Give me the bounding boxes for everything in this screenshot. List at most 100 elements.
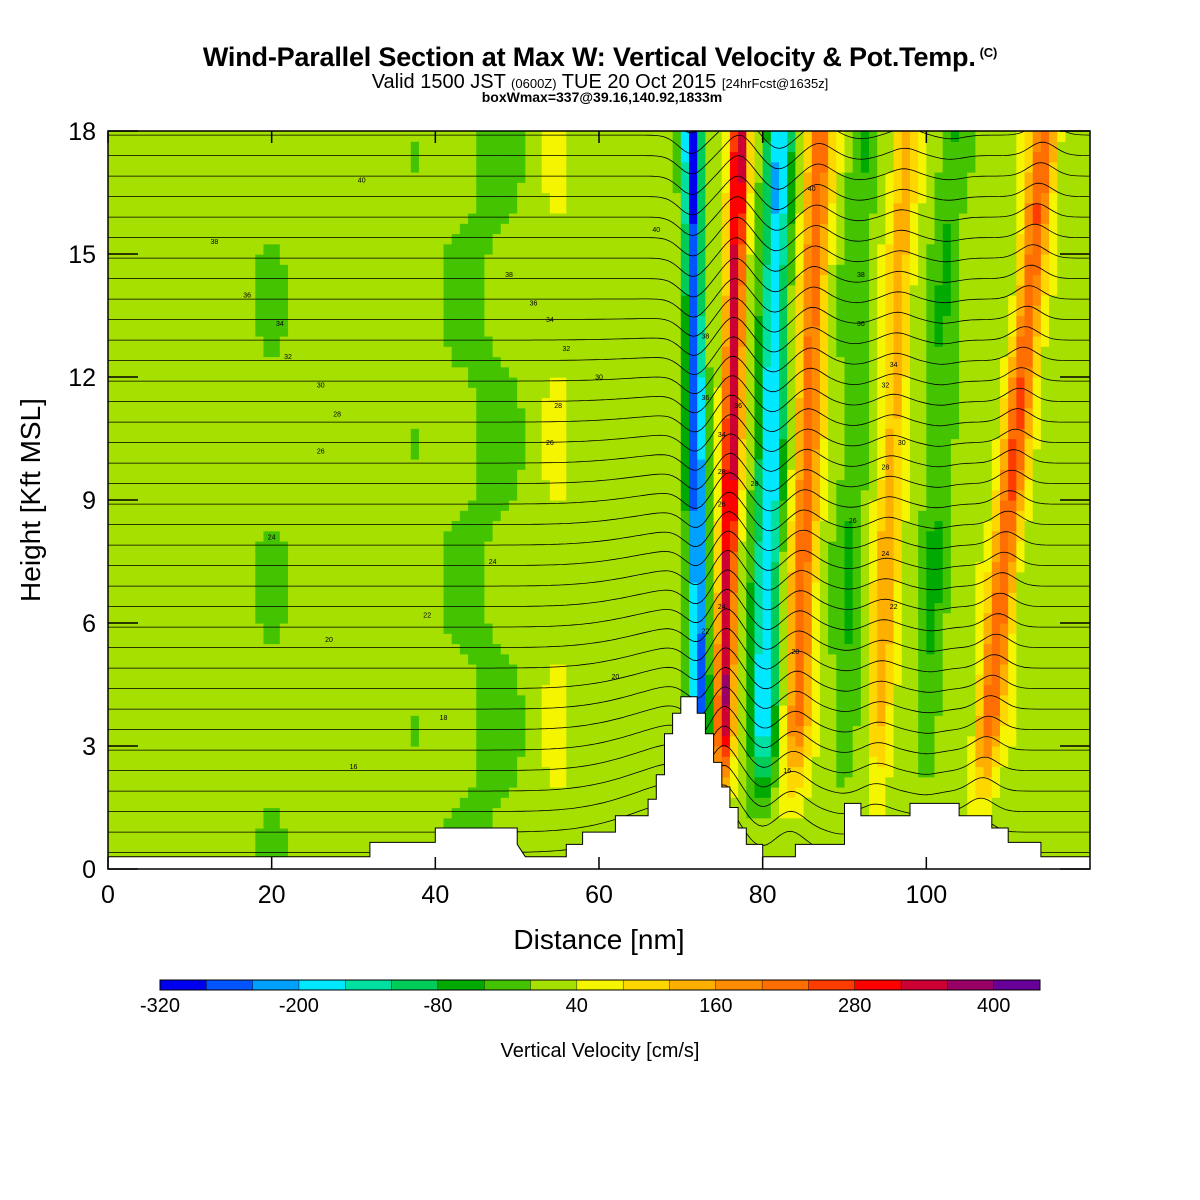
velocity-cell <box>238 551 248 563</box>
velocity-cell <box>312 807 322 819</box>
velocity-cell <box>255 315 265 327</box>
velocity-cell <box>132 684 142 696</box>
velocity-cell <box>517 397 526 409</box>
velocity-cell <box>198 551 207 563</box>
velocity-cell <box>615 418 625 429</box>
velocity-cell <box>533 479 543 491</box>
velocity-cell <box>468 807 477 819</box>
velocity-cell <box>320 161 330 173</box>
velocity-cell <box>402 602 412 614</box>
velocity-cell <box>394 284 404 296</box>
velocity-cell <box>476 223 486 235</box>
velocity-cell <box>189 828 199 839</box>
velocity-cell <box>116 705 125 716</box>
velocity-cell <box>328 295 338 306</box>
velocity-cell <box>181 459 191 470</box>
velocity-cell <box>582 243 592 255</box>
velocity-cell <box>165 192 175 204</box>
velocity-cell <box>337 161 346 173</box>
velocity-cell <box>189 530 199 542</box>
velocity-cell <box>435 346 445 358</box>
velocity-cell <box>263 787 273 798</box>
velocity-cell <box>476 459 486 470</box>
velocity-cell <box>459 223 469 235</box>
velocity-cell <box>418 264 428 276</box>
velocity-cell <box>623 274 633 286</box>
velocity-cell <box>361 407 371 419</box>
velocity-cell <box>173 592 183 604</box>
velocity-cell <box>451 664 461 675</box>
velocity-cell <box>599 346 608 358</box>
velocity-cell <box>132 182 142 194</box>
velocity-cell <box>484 397 494 409</box>
velocity-cell <box>345 243 355 255</box>
velocity-cell <box>247 797 256 809</box>
velocity-cell <box>541 479 551 491</box>
velocity-cell <box>361 151 371 163</box>
velocity-cell <box>312 182 322 194</box>
velocity-cell <box>533 448 543 460</box>
velocity-cell <box>451 387 461 399</box>
velocity-cell <box>230 817 240 829</box>
velocity-cell <box>525 346 535 358</box>
velocity-cell <box>590 274 600 286</box>
velocity-cell <box>459 787 469 798</box>
velocity-cell <box>140 664 150 675</box>
velocity-cell <box>500 182 510 194</box>
velocity-cell <box>296 284 305 296</box>
velocity-cell <box>181 797 191 809</box>
velocity-cell <box>623 787 633 798</box>
velocity-cell <box>173 407 183 419</box>
velocity-cell <box>288 223 297 235</box>
velocity-cell <box>517 141 526 153</box>
velocity-cell <box>238 438 248 450</box>
velocity-cell <box>279 817 289 829</box>
velocity-cell <box>320 407 330 419</box>
velocity-cell <box>116 582 125 593</box>
velocity-cell <box>124 848 134 860</box>
velocity-cell <box>402 151 412 163</box>
velocity-cell <box>558 694 567 706</box>
velocity-cell <box>271 602 281 614</box>
velocity-cell <box>566 489 576 501</box>
velocity-cell <box>255 151 265 163</box>
velocity-cell <box>378 653 387 665</box>
velocity-cell <box>459 817 469 829</box>
velocity-cell <box>361 838 371 850</box>
velocity-cell <box>615 213 625 224</box>
velocity-cell <box>484 551 494 563</box>
velocity-cell <box>222 295 232 306</box>
velocity-cell <box>517 807 526 819</box>
velocity-cell <box>247 448 256 460</box>
velocity-cell <box>328 551 338 563</box>
velocity-cell <box>312 336 322 347</box>
velocity-cell <box>361 161 371 173</box>
velocity-cell <box>402 653 412 665</box>
velocity-cell <box>222 848 232 860</box>
velocity-cell <box>132 653 142 665</box>
velocity-cell <box>198 838 207 850</box>
velocity-cell <box>206 305 215 317</box>
velocity-cell <box>443 356 453 368</box>
velocity-cell <box>157 377 166 388</box>
velocity-cell <box>435 510 445 522</box>
velocity-cell <box>337 131 346 142</box>
velocity-cell <box>263 407 273 419</box>
velocity-cell <box>124 397 134 409</box>
velocity-cell <box>337 141 346 153</box>
velocity-cell <box>198 776 207 788</box>
velocity-cell <box>255 438 265 450</box>
velocity-cell <box>165 725 175 737</box>
velocity-cell <box>402 643 412 655</box>
velocity-cell <box>451 346 461 358</box>
velocity-cell <box>288 602 297 614</box>
velocity-cell <box>222 797 232 809</box>
velocity-cell <box>214 479 224 491</box>
velocity-cell <box>345 366 355 378</box>
velocity-cell <box>312 674 322 686</box>
velocity-cell <box>345 325 355 337</box>
velocity-cell <box>541 592 551 604</box>
velocity-cell <box>500 817 510 829</box>
velocity-cell <box>590 223 600 235</box>
velocity-cell <box>369 633 379 645</box>
